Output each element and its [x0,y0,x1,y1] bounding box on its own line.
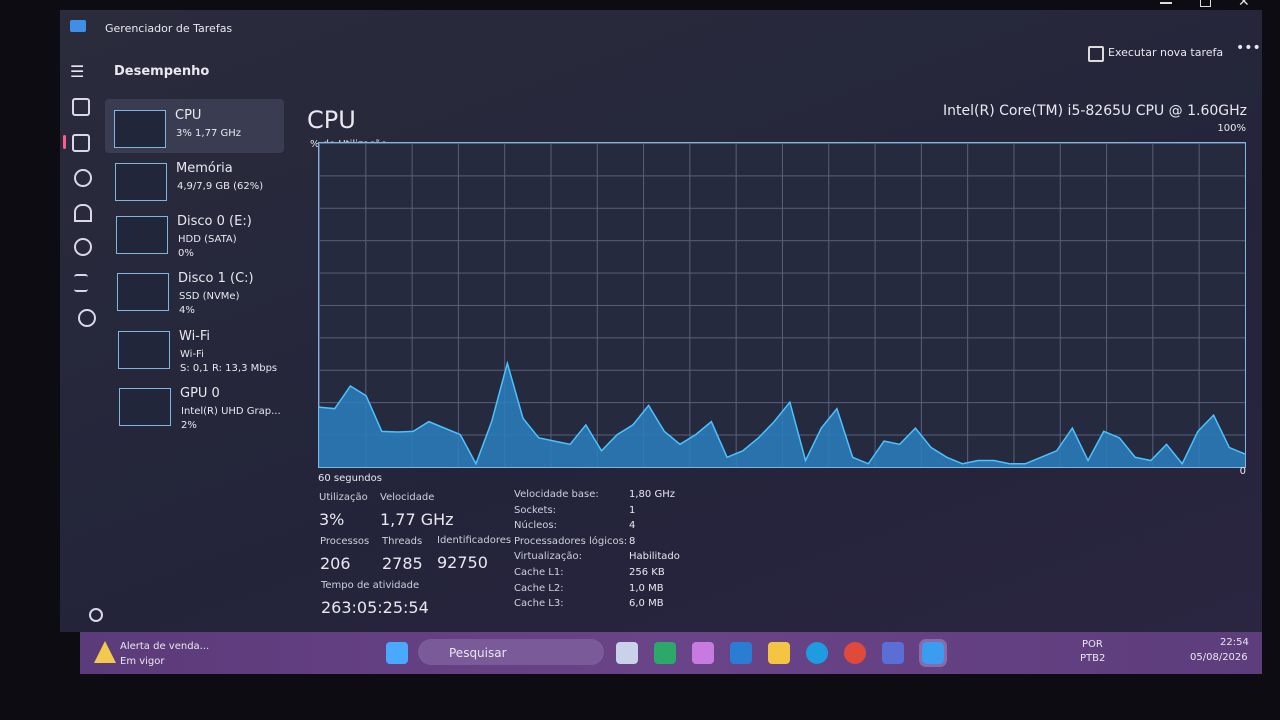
cpu-area [319,363,1245,467]
more-button[interactable]: ••• [1236,40,1261,56]
spec-label: Sockets: [514,504,557,516]
nav-services[interactable] [78,309,96,327]
spec-value: 1,80 GHz [629,489,675,500]
start-button[interactable] [386,642,408,664]
run-task-button[interactable]: Executar nova tarefa [1108,46,1224,59]
device-detail: Wi-Fi [180,349,204,360]
run-task-icon[interactable] [1088,46,1104,62]
device-detail: 2% [181,420,197,431]
stat-value: 3% [319,510,345,529]
device-name: Disco 1 (C:) [178,271,254,286]
menu-button[interactable]: ☰ [70,62,85,81]
stat-label: Threads [382,536,423,547]
stat-value: 2785 [382,554,423,573]
search-box[interactable] [418,639,604,665]
stat-label: Velocidade [380,492,435,503]
nav-details[interactable] [74,274,88,292]
stat-value: 92750 [437,553,488,572]
clock-time[interactable]: 22:54 [1220,637,1249,648]
spec-label: Cache L3: [514,598,564,610]
spec-label: Cache L2: [514,582,564,594]
minimize-button[interactable] [1160,2,1172,4]
device-thumbnail[interactable] [117,273,169,311]
device-detail: 4% [179,305,195,316]
device-detail: 0% [178,248,194,259]
spec-value: 6,0 MB [629,598,664,610]
device-name: Disco 0 (E:) [177,214,252,229]
lang[interactable]: POR [1082,639,1103,650]
device-name: Memória [176,161,233,176]
device-detail: Intel(R) UHD Grap... [181,406,281,417]
device-detail: 3% 1,77 GHz [176,128,242,139]
search-text[interactable]: Pesquisar [449,646,507,660]
app-icon[interactable] [692,642,714,664]
device-detail: HDD (SATA) [178,234,237,245]
stat-label: Identificadores [437,535,512,546]
spec-label: Processadores lógicos: [514,535,628,547]
spec-value: 256 KB [629,567,665,578]
clock-date[interactable]: 05/08/2026 [1190,652,1248,663]
cpu-line [318,360,1246,466]
spec-label: Virtualização: [514,551,582,563]
alert-sub[interactable]: Em vigor [120,656,165,667]
spec-label: Núcleos: [514,520,557,532]
x-axis-label: 60 segundos [318,473,382,484]
device-thumbnail[interactable] [118,331,170,369]
device-name: CPU [175,108,202,123]
nav-startup[interactable] [74,204,92,222]
stat-label: Tempo de atividade [321,580,420,591]
nav-history[interactable] [74,169,92,187]
app-icon [70,20,86,32]
nav-processes[interactable] [72,98,90,116]
app-icon[interactable] [844,642,866,664]
nav-users[interactable] [74,238,92,256]
spec-value: Habilitado [629,551,680,563]
section-title: Desempenho [114,64,210,79]
stat-label: Utilização [319,492,368,503]
stat-value: 1,77 GHz [380,510,454,529]
device-thumbnail[interactable] [119,388,171,426]
close-button[interactable]: ✕ [1238,0,1250,10]
spec-value: 1,0 MB [629,582,664,594]
stat-label: Processos [320,536,370,547]
spec-label: Velocidade base: [514,489,599,500]
stat-value: 206 [320,554,351,573]
spec-value: 8 [629,535,636,547]
nav-settings[interactable] [89,608,103,622]
device-thumbnail[interactable] [116,216,168,254]
window-title: Gerenciador de Tarefas [105,22,233,35]
app-icon[interactable] [882,642,904,664]
nav-performance[interactable] [72,134,90,152]
alert-title[interactable]: Alerta de venda... [120,641,210,652]
cpu-graph [318,142,1246,468]
cpu-model: Intel(R) Core(TM) i5-8265U CPU @ 1.60GHz [943,103,1247,119]
device-name: GPU 0 [180,386,220,401]
device-detail: S: 0,1 R: 13,3 Mbps [180,363,278,374]
app-icon[interactable] [730,642,752,664]
device-detail: 4,9/7,9 GB (62%) [177,181,264,192]
device-name: Wi-Fi [179,329,211,344]
layout[interactable]: PTB2 [1080,653,1106,664]
app-icon[interactable] [806,642,828,664]
y-tick-label: 0 [1239,466,1246,477]
app-icon[interactable] [768,642,790,664]
device-thumbnail[interactable] [114,110,166,148]
y-tick-label: 100% [1217,123,1246,134]
app-icon[interactable] [654,642,676,664]
device-thumbnail[interactable] [115,163,167,201]
spec-value: 4 [629,520,636,532]
app-icon[interactable] [919,639,947,667]
app-icon[interactable] [616,642,638,664]
maximize-button[interactable] [1200,0,1211,7]
nav-indicator [63,135,66,149]
stat-value: 263:05:25:54 [321,598,429,617]
cpu-graph-svg [318,360,1246,467]
device-detail: SSD (NVMe) [179,291,240,302]
spec-label: Cache L1: [514,567,564,578]
cpu-title: CPU [307,106,356,134]
spec-value: 1 [629,504,636,516]
taskbar: Alerta de venda... Em vigor Pesquisar PO… [80,632,1262,674]
alert-icon[interactable] [94,641,116,663]
